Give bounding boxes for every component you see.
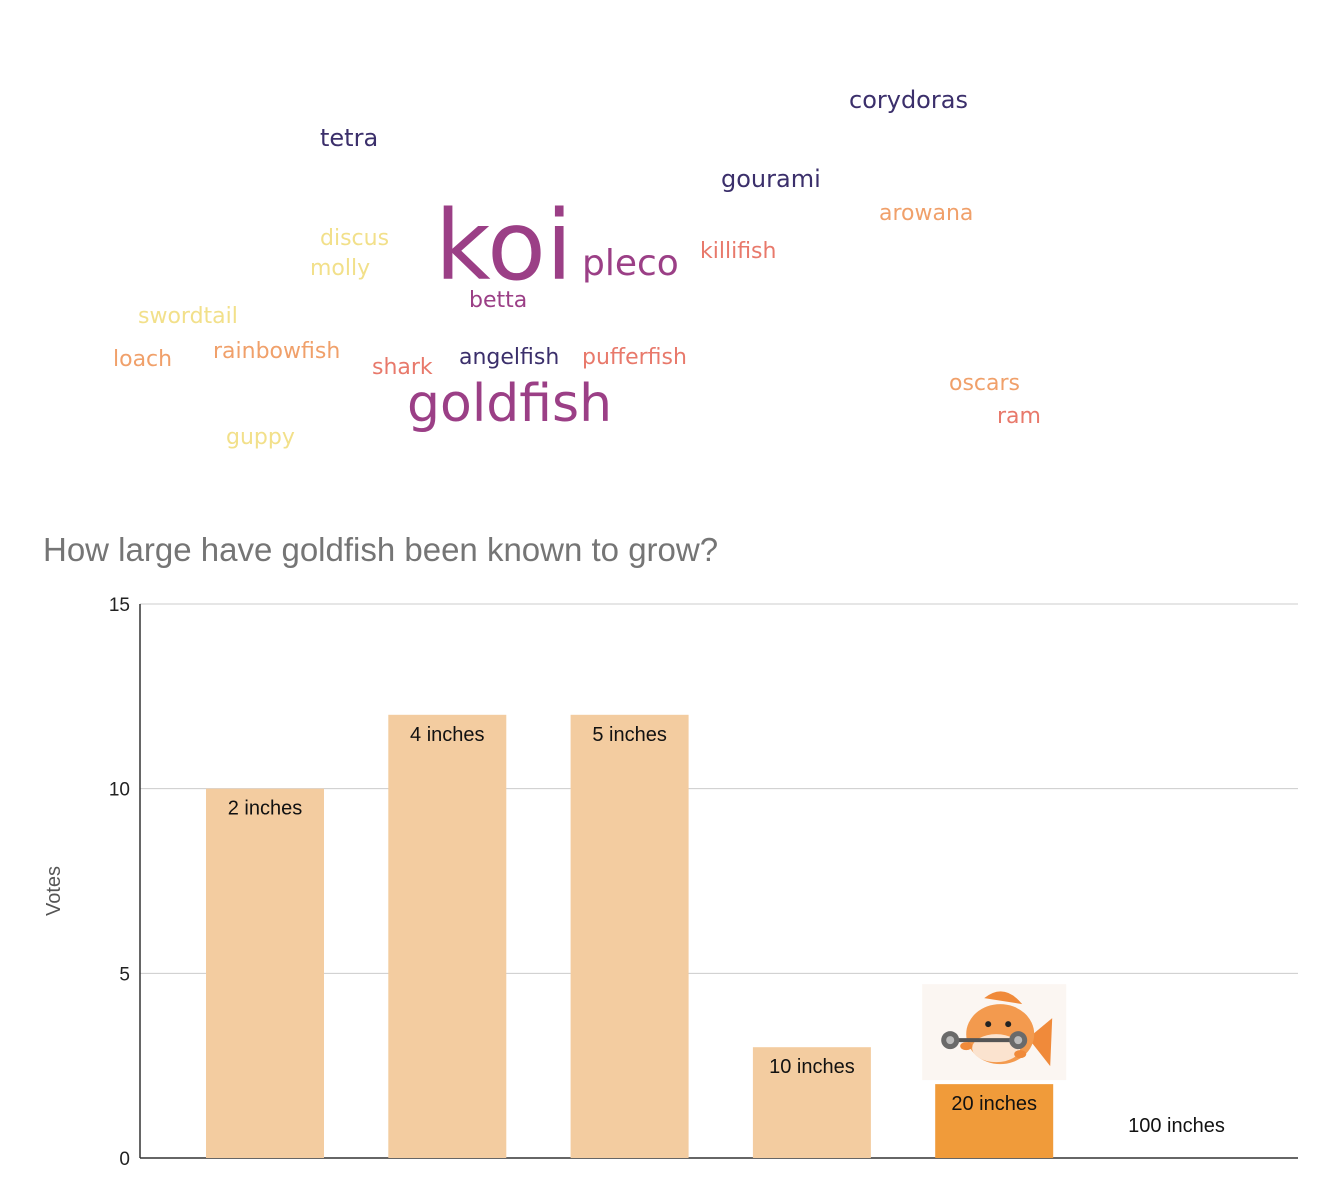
word-cloud: corydoras tetra gourami arowana discus molly k… xyxy=(0,0,1344,500)
word-arowana: arowana xyxy=(879,201,974,226)
bar-label: 10 inches xyxy=(769,1056,855,1078)
word-rainbowfish: rainbowfish xyxy=(213,339,341,364)
word-molly: molly xyxy=(310,256,371,281)
bar-10-inches xyxy=(752,1047,871,1158)
word-goldfish: goldfish xyxy=(407,374,613,434)
y-tick-label: 10 xyxy=(109,780,130,801)
word-pleco: pleco xyxy=(582,243,679,284)
word-tetra: tetra xyxy=(320,124,379,152)
word-oscars: oscars xyxy=(949,371,1021,396)
word-killifish: killifish xyxy=(700,239,777,264)
word-betta: betta xyxy=(469,288,528,313)
bar-label: 100 inches xyxy=(1128,1115,1225,1137)
word-gourami: gourami xyxy=(721,165,821,193)
bar-label: 20 inches xyxy=(951,1093,1037,1115)
word-loach: loach xyxy=(113,347,173,372)
bar-5-inches xyxy=(570,714,689,1158)
y-axis-label: Votes xyxy=(43,866,65,916)
word-angelfish: angelfish xyxy=(459,345,560,370)
word-guppy: guppy xyxy=(226,425,295,450)
chart-title: How large have goldfish been known to gr… xyxy=(43,531,719,568)
word-discus: discus xyxy=(320,226,390,251)
word-pufferfish: pufferfish xyxy=(582,345,687,370)
word-shark: shark xyxy=(372,355,433,380)
bar-2-inches xyxy=(206,788,324,1158)
word-koi: koi xyxy=(435,190,573,302)
word-swordtail: swordtail xyxy=(138,304,238,329)
bar-4-inches xyxy=(388,714,507,1158)
y-tick-label: 5 xyxy=(119,964,130,985)
word-ram: ram xyxy=(997,404,1041,429)
goldfish-lifting-dumbbell-icon xyxy=(922,984,1067,1081)
y-tick-label: 15 xyxy=(109,595,130,616)
bar-label: 2 inches xyxy=(228,798,303,820)
word-corydoras: corydoras xyxy=(849,86,968,114)
y-tick-label: 0 xyxy=(119,1149,130,1170)
bar-20-inches xyxy=(935,1084,1054,1158)
bar-label: 4 inches xyxy=(410,724,485,746)
bar-label: 5 inches xyxy=(592,724,667,746)
